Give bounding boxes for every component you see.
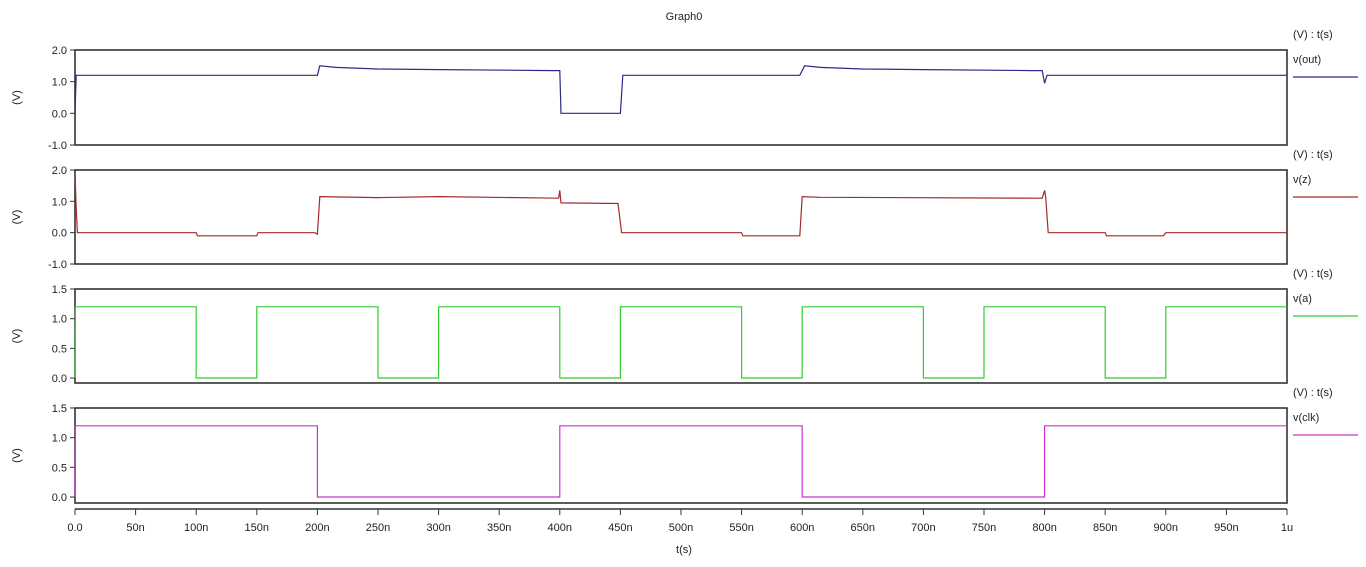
x-tick-label: 150n	[245, 522, 269, 534]
legend-label: v(a)	[1293, 293, 1312, 305]
x-tick-label: 350n	[487, 522, 511, 534]
y-tick-label: -1.0	[48, 140, 67, 152]
unit-header: (V) : t(s)	[1293, 387, 1333, 399]
y-axis-label: (V)	[11, 210, 23, 225]
legend-label: v(clk)	[1293, 412, 1319, 424]
y-tick-label: 1.0	[52, 77, 67, 89]
panel-v-clk: 1.5 1.0 0.5 0.0 (V) (V) : t(s) v(clk)	[11, 387, 1358, 504]
x-axis-label: t(s)	[676, 544, 692, 556]
y-axis-label: (V)	[11, 329, 23, 344]
x-tick-label: 950n	[1214, 522, 1238, 534]
panel-v-z: 2.0 1.0 0.0 -1.0 (V) (V) : t(s) v(z)	[11, 149, 1358, 271]
x-axis: 0.0 50n 100n 150n 200n 250n 300n 350n 400n 450n 50…	[67, 508, 1293, 534]
unit-header: (V) : t(s)	[1293, 268, 1333, 280]
x-tick-label: 100n	[184, 522, 208, 534]
y-tick-label: 1.0	[52, 196, 67, 208]
x-tick-label: 750n	[972, 522, 996, 534]
x-tick-label: 700n	[911, 522, 935, 534]
x-tick-label: 600n	[790, 522, 814, 534]
y-tick-label: 1.5	[52, 284, 67, 296]
unit-header: (V) : t(s)	[1293, 149, 1333, 161]
y-tick-label: 0.0	[52, 228, 67, 240]
y-tick-label: 0.0	[52, 373, 67, 385]
trace-v(a)	[74, 306, 1287, 379]
unit-header: (V) : t(s)	[1293, 29, 1333, 41]
x-tick-label: 250n	[366, 522, 390, 534]
trace-v(clk)	[74, 425, 1287, 498]
y-tick-label: 2.0	[52, 165, 67, 177]
x-tick-label: 900n	[1154, 522, 1178, 534]
x-tick-label: 200n	[305, 522, 329, 534]
plot-frame	[74, 49, 1288, 146]
trace-v(z)	[74, 173, 1287, 237]
x-tick-label: 650n	[851, 522, 875, 534]
x-tick-label: 500n	[669, 522, 693, 534]
x-tick-label: 850n	[1093, 522, 1117, 534]
legend-label: v(z)	[1293, 174, 1311, 186]
x-tick-label: 550n	[729, 522, 753, 534]
chart-title: Graph0	[666, 11, 703, 23]
panels: 2.0 1.0 0.0 -1.0 (V) (V) : t(s) v(out) 2.0 1.0 0.…	[11, 29, 1358, 504]
y-tick-label: 1.0	[52, 314, 67, 326]
x-tick-label: 300n	[426, 522, 450, 534]
x-tick-label: 800n	[1032, 522, 1056, 534]
plot-frame	[74, 407, 1288, 504]
y-axis-label: (V)	[11, 90, 23, 105]
y-tick-label: 0.0	[52, 492, 67, 504]
y-tick-label: 0.0	[52, 108, 67, 120]
y-tick-label: 2.0	[52, 45, 67, 57]
y-tick-label: 0.5	[52, 343, 67, 355]
panel-v-a: 1.5 1.0 0.5 0.0 (V) (V) : t(s) v(a)	[11, 268, 1358, 385]
trace-v(out)	[74, 65, 1287, 114]
plot-frame	[74, 169, 1288, 265]
x-tick-label: 0.0	[67, 522, 82, 534]
y-axis-label: (V)	[11, 448, 23, 463]
x-tick-label: 400n	[548, 522, 572, 534]
x-tick-label: 50n	[126, 522, 144, 534]
legend-label: v(out)	[1293, 54, 1321, 66]
y-tick-label: 1.5	[52, 403, 67, 415]
y-tick-label: 1.0	[52, 433, 67, 445]
y-tick-label: 0.5	[52, 462, 67, 474]
x-tick-label: 450n	[608, 522, 632, 534]
y-tick-label: -1.0	[48, 259, 67, 271]
panel-v-out: 2.0 1.0 0.0 -1.0 (V) (V) : t(s) v(out)	[11, 29, 1358, 152]
x-tick-label: 1u	[1281, 522, 1293, 534]
